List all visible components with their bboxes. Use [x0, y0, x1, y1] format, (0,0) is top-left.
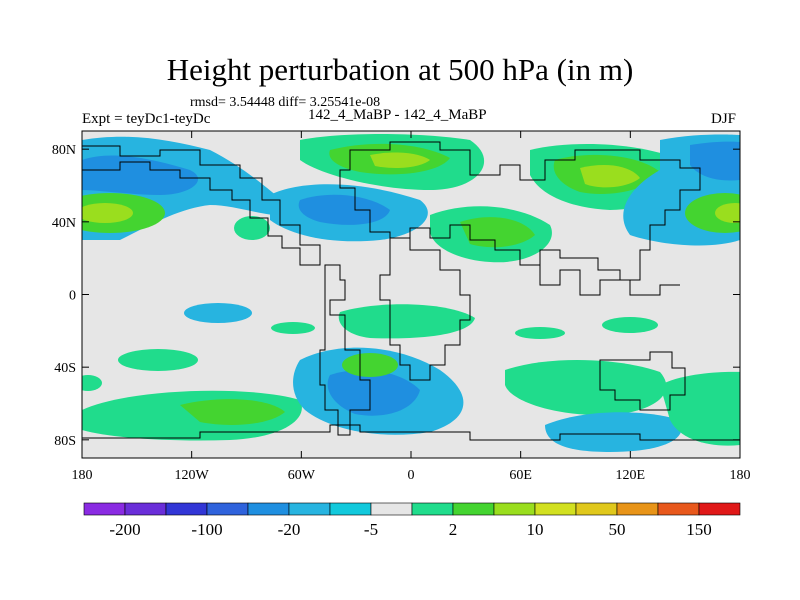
contour-fill-pos-east-40n-peak — [715, 203, 740, 223]
y-tick-label: 0 — [69, 289, 76, 304]
contour-fill-pos-tropic-e2 — [602, 317, 658, 333]
contour-fill-pos-south-atl — [342, 353, 398, 377]
contour-fill-neg-eurasia-core — [298, 194, 390, 225]
contour-fill-pos-south-edge — [82, 375, 102, 391]
colorbar-label: -20 — [278, 520, 301, 539]
colorbar-bin — [206, 502, 249, 516]
contour-fill-neg-tropic-w — [184, 303, 252, 323]
contour-fill-pos-tropic-e — [515, 327, 565, 339]
colorbar-label: 50 — [609, 520, 626, 539]
chart-title: Height perturbation at 500 hPa (in m) — [166, 52, 634, 87]
contour-fill-pos-east-40n — [685, 193, 740, 233]
contour-fill-pos-small-n — [234, 216, 270, 240]
coastline-group — [82, 141, 740, 441]
contour-fill-pos-south-pac-e — [660, 371, 740, 446]
colorbar-label: 2 — [449, 520, 458, 539]
colorbar-bin — [616, 502, 659, 516]
contour-fill-neg-south-io — [545, 412, 682, 452]
stats-label: rmsd= 3.54448 diff= 3.25541e-08 — [190, 95, 381, 110]
coastline-africa — [379, 237, 471, 381]
colorbar-bin — [575, 502, 618, 516]
contour-fill-neg-pacific-ne-core — [690, 141, 740, 181]
contour-fill-pos-south-io — [505, 360, 667, 415]
colorbar-bin — [411, 502, 454, 516]
colorbar-bin — [657, 502, 700, 516]
season-label: DJF — [711, 111, 737, 127]
x-tick-label: 120W — [175, 468, 210, 483]
colorbar-bin — [83, 502, 126, 516]
colorbar-bin — [493, 502, 536, 516]
contour-fill-pos-west-40n-peak — [82, 203, 133, 223]
colorbar-label: 10 — [527, 520, 544, 539]
coastline-antarctica — [82, 424, 740, 441]
x-tick-label: 60E — [509, 468, 532, 483]
coastline-asia-south — [520, 264, 680, 296]
contour-fill-pos-south-w — [118, 349, 198, 371]
contour-fill-pos-south-band-core — [180, 399, 285, 425]
x-tick-label: 180 — [730, 468, 751, 483]
colorbar-bin — [452, 502, 495, 516]
contour-fill-neg-south-atl-core — [327, 370, 420, 416]
axes-group: 180 120W 60W 0 60E 120E 180 80N 40N 0 40S 80S — [52, 131, 751, 483]
colorbar-label: -100 — [191, 520, 222, 539]
contour-fill-pos-tropic-w2 — [271, 322, 315, 334]
colorbar-bin — [370, 502, 413, 516]
x-tick-label: 0 — [408, 468, 415, 483]
contour-fill-pos-north-atl-peak — [370, 152, 430, 168]
colorbar-bin — [288, 502, 331, 516]
y-tick-label: 80N — [52, 143, 76, 158]
coastline-north-america — [82, 145, 321, 266]
x-tick-label: 120E — [616, 468, 646, 483]
contour-fill-neg-north-2 — [82, 155, 199, 195]
experiment-label: Expt = teyDc1-teyDc — [82, 111, 211, 127]
colorbar-bin — [165, 502, 208, 516]
colorbar-bin — [534, 502, 577, 516]
y-tick-label: 40N — [52, 216, 76, 231]
colorbar-group: -200 -100 -20 -5 2 10 50 150 — [83, 502, 741, 539]
colorbar-bin — [247, 502, 290, 516]
colorbar-label: -5 — [364, 520, 378, 539]
contour-fill-pos-tropic — [338, 304, 475, 339]
contour-fill-group — [82, 134, 740, 452]
x-tick-label: 60W — [288, 468, 316, 483]
coastline-south-america — [319, 264, 371, 436]
colorbar-label: -200 — [109, 520, 140, 539]
y-tick-label: 40S — [54, 361, 76, 376]
colorbar-label: 150 — [686, 520, 712, 539]
colorbar-bin — [124, 502, 167, 516]
colorbar-bin — [698, 502, 741, 516]
colorbar-bin — [329, 502, 372, 516]
coastline-australia — [599, 351, 686, 411]
runs-label: 142_4_MaBP - 142_4_MaBP — [308, 107, 487, 123]
contour-fill-pos-asia-peak — [580, 165, 640, 188]
y-tick-label: 80S — [54, 434, 76, 449]
x-tick-label: 180 — [72, 468, 93, 483]
